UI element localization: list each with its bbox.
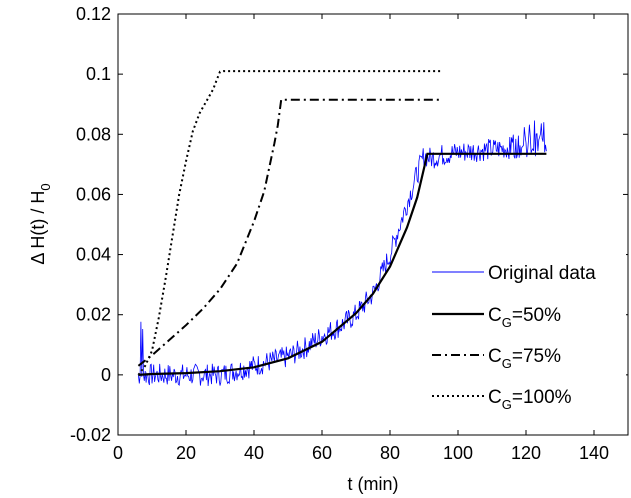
y-tick-label-6: 0.1 bbox=[86, 64, 111, 84]
legend-label-1: CG=50% bbox=[488, 305, 561, 330]
y-tick-label-3: 0.04 bbox=[76, 245, 111, 265]
series-1-line bbox=[138, 152, 547, 376]
x-tick-label-7: 140 bbox=[579, 443, 609, 463]
x-tick-label-0: 0 bbox=[113, 443, 123, 463]
y-tick-label-7: 0.12 bbox=[76, 4, 111, 24]
y-tick-label-4: 0.06 bbox=[76, 184, 111, 204]
x-axis-title: t (min) bbox=[348, 474, 399, 494]
y-axis-title-subscript: 0 bbox=[38, 183, 53, 190]
y-axis-title: Δ H(t) / H0 bbox=[28, 183, 53, 264]
legend-label-0: Original data bbox=[488, 263, 596, 284]
legend-label-3: CG=100% bbox=[488, 387, 572, 412]
legend-box bbox=[424, 252, 626, 412]
x-tick-label-1: 20 bbox=[176, 443, 196, 463]
series-0-line bbox=[138, 120, 547, 387]
x-tick-label-4: 80 bbox=[380, 443, 400, 463]
y-tick-label-5: 0.08 bbox=[76, 124, 111, 144]
y-tick-label-2: 0.02 bbox=[76, 305, 111, 325]
x-tick-label-5: 100 bbox=[443, 443, 473, 463]
x-tick-label-6: 120 bbox=[511, 443, 541, 463]
series-layer bbox=[137, 70, 547, 387]
axis-titles: t (min) Δ H(t) / H0 bbox=[28, 183, 399, 494]
y-tick-label-0: -0.02 bbox=[70, 425, 111, 445]
y-axis-title-main: Δ H(t) / H bbox=[28, 191, 48, 265]
series-3-line bbox=[137, 70, 441, 376]
x-tick-label-3: 60 bbox=[312, 443, 332, 463]
x-tick-label-2: 40 bbox=[244, 443, 264, 463]
legend: Original data CG=50% CG=75% CG=100% bbox=[424, 252, 626, 412]
axis-ticks: 0 20 40 60 80 100 120 140-0.0200.020.040.060.08… bbox=[70, 4, 628, 463]
y-tick-label-1: 0 bbox=[101, 365, 111, 385]
legend-label-2: CG=75% bbox=[488, 346, 561, 371]
